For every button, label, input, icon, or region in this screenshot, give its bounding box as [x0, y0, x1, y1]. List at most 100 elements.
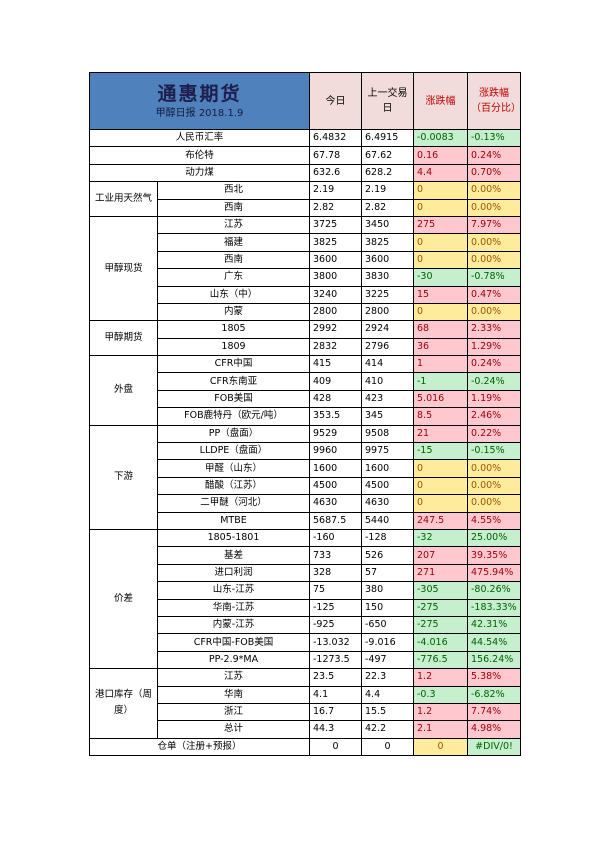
change-value: 0: [413, 233, 468, 252]
change-pct-value: 0.00%: [467, 250, 521, 270]
prev-value: 345: [361, 407, 414, 426]
change-value: 4.4: [413, 163, 468, 183]
change-pct-value: 0.00%: [467, 198, 521, 217]
row-label: 仓单（注册+预报）: [89, 737, 310, 757]
change-value: 0: [413, 737, 468, 757]
row-label: 布伦特: [89, 146, 310, 165]
change-value: 1: [413, 355, 468, 374]
group-label: 港口库存（周度）: [89, 668, 158, 739]
change-pct-value: 25.00%: [467, 528, 521, 548]
change-pct-value: 475.94%: [467, 563, 521, 583]
prev-value: 410: [361, 372, 414, 391]
change-value: -305: [413, 581, 468, 600]
table-row: 价差 1805-1801 -160 -128 -32 25.00%: [89, 528, 521, 670]
row-label: 总计: [157, 720, 310, 739]
prev-value: 9508: [361, 424, 414, 444]
prev-value: 67.62: [361, 146, 414, 165]
row-label: 江苏: [157, 668, 310, 687]
today-value: 4630: [309, 494, 362, 513]
table-row: 港口库存（周度） 江苏 23.5 22.3 1.2 5.38%: [89, 668, 521, 739]
group-label: 甲醇期货: [89, 320, 158, 357]
prev-value: -128: [361, 528, 414, 548]
prev-value: 4500: [361, 476, 414, 496]
change-pct-value: -183.33%: [467, 598, 521, 617]
report-subtitle: 甲醇日报 2018.1.9: [155, 108, 244, 119]
today-value: 9960: [309, 442, 362, 461]
prev-value: 2924: [361, 320, 414, 339]
prev-value: 3830: [361, 268, 414, 287]
change-value: 247.5: [413, 511, 468, 530]
prev-value: 423: [361, 389, 414, 409]
table-row: 华南 4.1 4.4 -0.3 -6.82%: [90, 685, 521, 704]
change-pct-value: -0.24%: [467, 372, 521, 391]
row-label: 华南: [157, 685, 310, 704]
table-row: PP-2.9*MA -1273.5 -497 -776.5 156.24%: [90, 650, 521, 670]
prev-value: 414: [361, 355, 414, 374]
today-value: 3825: [309, 233, 362, 252]
row-label: 山东（中）: [157, 285, 310, 304]
row-label: 西南: [157, 250, 310, 270]
today-value: -13.032: [309, 633, 362, 652]
change-value: 0.16: [413, 146, 468, 165]
today-value: 3800: [309, 268, 362, 287]
change-pct-value: 2.33%: [467, 320, 521, 339]
today-value: 2.82: [309, 198, 362, 217]
change-value: -1: [413, 372, 468, 391]
today-value: 328: [309, 563, 362, 583]
change-pct-value: 0.00%: [467, 181, 521, 200]
change-value: 0: [413, 476, 468, 496]
table-row: CFR东南亚 409 410 -1 -0.24%: [90, 372, 521, 391]
change-pct-value: 0.00%: [467, 302, 521, 322]
row-label: 甲醛（山东）: [157, 459, 310, 478]
today-value: 428: [309, 389, 362, 409]
today-value: 5687.5: [309, 511, 362, 530]
row-label: 江苏: [157, 215, 310, 235]
row-label: 西北: [157, 181, 310, 200]
today-value: -125: [309, 598, 362, 617]
table-row: 下游 PP（盘面） 9529 9508 21 0.22%: [89, 424, 521, 530]
prev-value: 0: [361, 737, 414, 757]
today-value: -160: [309, 528, 362, 548]
today-value: 3240: [309, 285, 362, 304]
change-pct-value: 5.38%: [467, 668, 521, 687]
change-value: 0: [413, 494, 468, 513]
change-value: 2.1: [413, 720, 468, 739]
today-value: -925: [309, 615, 362, 635]
table-row: 山东-江苏 75 380 -305 -80.26%: [90, 581, 521, 600]
row-label: 广东: [157, 268, 310, 287]
change-pct-value: #DIV/0!: [467, 737, 521, 757]
change-value: -32: [413, 528, 468, 548]
change-pct-value: 0.47%: [467, 285, 521, 304]
today-value: 632.6: [309, 163, 362, 183]
change-value: 207: [413, 546, 468, 565]
change-pct-value: -0.15%: [467, 442, 521, 461]
today-value: 2832: [309, 337, 362, 357]
change-pct-value: 0.00%: [467, 233, 521, 252]
row-label: 二甲醚（河北）: [157, 494, 310, 513]
change-value: 5.016: [413, 389, 468, 409]
prev-value: 42.2: [361, 720, 414, 739]
today-value: 9529: [309, 424, 362, 444]
today-value: 3725: [309, 215, 362, 235]
row-label: FOB美国: [157, 389, 310, 409]
today-value: 44.3: [309, 720, 362, 739]
prev-value: 526: [361, 546, 414, 565]
today-value: 4.1: [309, 685, 362, 704]
change-value: 0: [413, 198, 468, 217]
change-pct-value: 39.35%: [467, 546, 521, 565]
today-value: 0: [309, 737, 362, 757]
change-value: 0: [413, 302, 468, 322]
row-label: 基差: [157, 546, 310, 565]
change-pct-value: 4.98%: [467, 720, 521, 739]
change-pct-value: 42.31%: [467, 615, 521, 635]
col-change-pct-header: 涨跌幅（百分比）: [467, 72, 521, 130]
table-row: 广东 3800 3830 -30 -0.78%: [90, 268, 521, 287]
table-row: 甲醛（山东） 1600 1600 0 0.00%: [90, 459, 521, 478]
today-value: 75: [309, 581, 362, 600]
row-label: 内蒙: [157, 302, 310, 322]
change-pct-value: 0.24%: [467, 355, 521, 374]
row-label: PP-2.9*MA: [157, 650, 310, 670]
today-value: 409: [309, 372, 362, 391]
row-label: MTBE: [157, 511, 310, 530]
table-row: 进口利润 328 57 271 475.94%: [90, 563, 521, 583]
